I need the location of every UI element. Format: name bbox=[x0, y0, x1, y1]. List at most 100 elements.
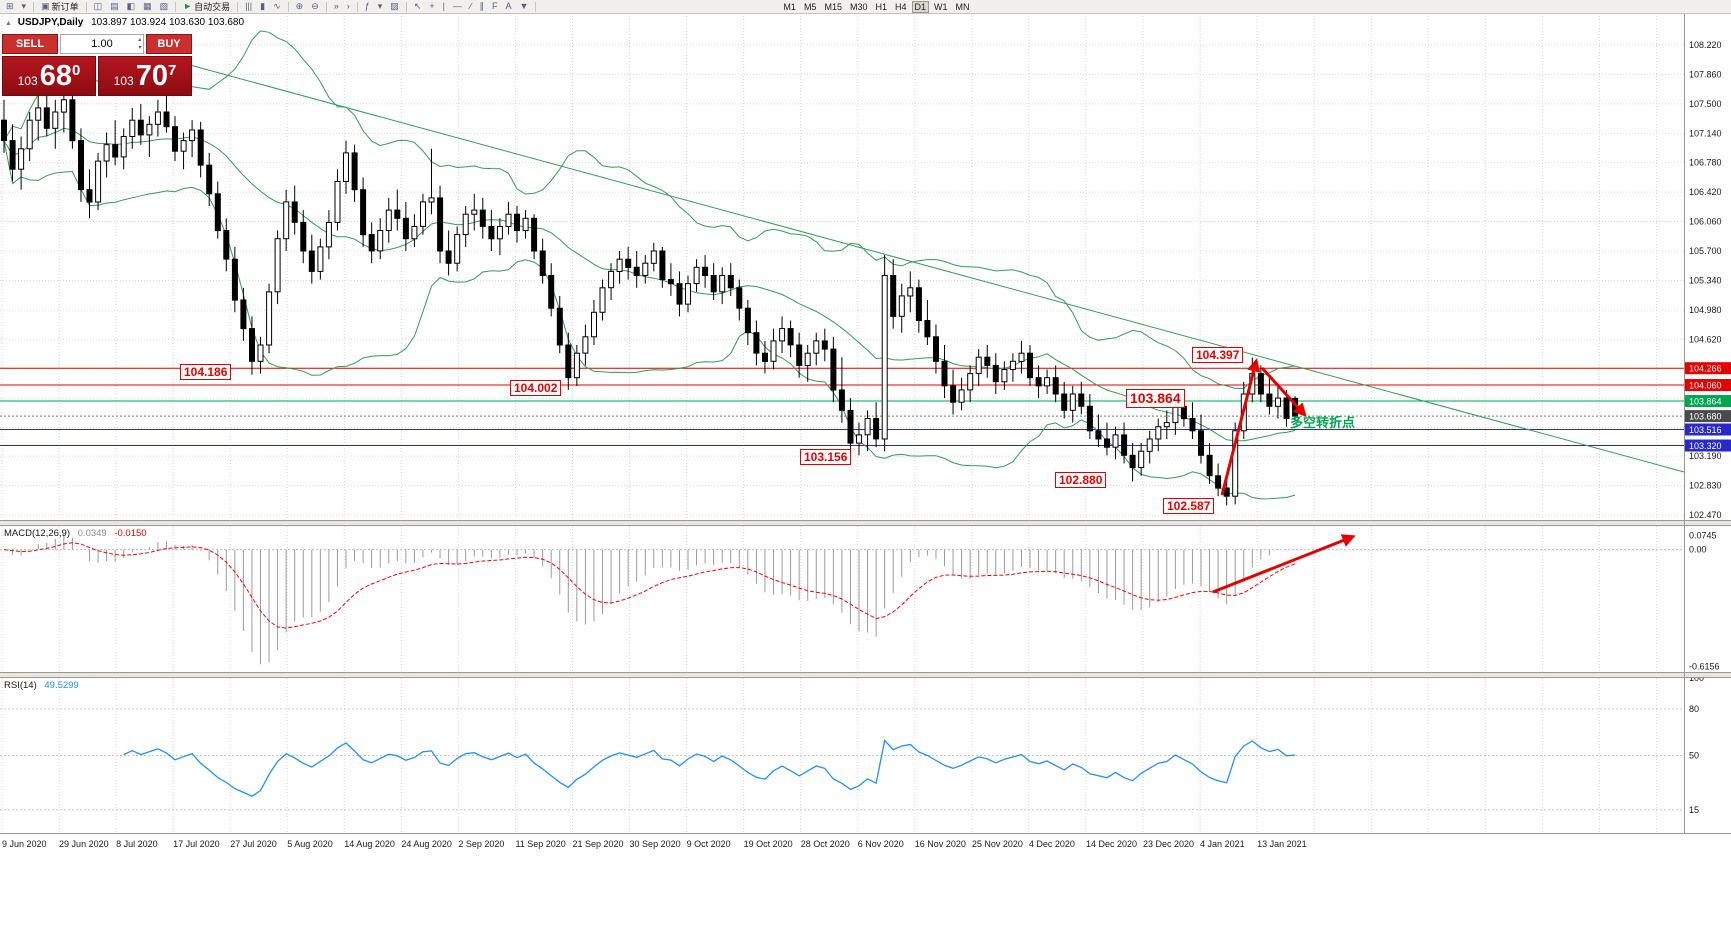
auto-trading-button[interactable]: ► 自动交易 bbox=[180, 1, 233, 13]
trend-arrow-down[interactable] bbox=[1260, 366, 1307, 417]
vertical-line-button[interactable]: | bbox=[440, 1, 448, 13]
price-axis[interactable]: 108.220 107.860 107.500 107.140 106.780 106.4… bbox=[1685, 40, 1731, 520]
zoom-out-button[interactable]: ⊖ bbox=[308, 1, 322, 13]
trade-prices-row: 103 68 0 103 70 7 bbox=[2, 56, 192, 96]
sell-price-display[interactable]: 103 68 0 bbox=[2, 56, 96, 96]
candle-body bbox=[633, 266, 640, 277]
navigator-button[interactable]: ◧ bbox=[124, 1, 139, 13]
tf-w1-button[interactable]: W1 bbox=[931, 1, 951, 13]
volume-value: 1.00 bbox=[91, 38, 113, 50]
periods-button[interactable]: ▾ bbox=[375, 1, 386, 13]
price-annotation-104.186[interactable]: 104.186 bbox=[180, 364, 232, 380]
price-annotation-102.587[interactable]: 102.587 bbox=[1163, 498, 1215, 514]
cursor-button[interactable]: ↖ bbox=[411, 1, 425, 13]
candle-body bbox=[881, 275, 888, 440]
price-annotation-104.002[interactable]: 104.002 bbox=[510, 380, 562, 396]
date-label: 11 Sep 2020 bbox=[515, 839, 565, 849]
candle-body bbox=[95, 160, 102, 203]
ohlc-values: 103.897 103.924 103.630 103.680 bbox=[91, 17, 245, 28]
toolbar-separator bbox=[405, 1, 407, 12]
chart-shift-button[interactable]: › bbox=[344, 1, 353, 13]
descending-trendline[interactable] bbox=[189, 64, 1685, 473]
panel-splitter[interactable] bbox=[0, 672, 1731, 678]
market-watch-button[interactable]: ◫ bbox=[91, 1, 106, 13]
fibonacci-button[interactable]: F bbox=[489, 1, 501, 13]
date-label: 13 Jan 2021 bbox=[1257, 839, 1307, 849]
candle-body bbox=[599, 287, 606, 313]
candle-body bbox=[531, 217, 538, 252]
candle-body bbox=[1189, 418, 1196, 432]
data-window-icon: ▤ bbox=[110, 1, 119, 11]
turning-point-annotation[interactable]: 多空转折点 bbox=[1290, 415, 1356, 430]
candle-body bbox=[223, 230, 230, 260]
buy-button[interactable]: BUY bbox=[146, 34, 192, 54]
volume-spinner[interactable]: ▴ ▾ bbox=[138, 36, 141, 52]
tf-m15-button[interactable]: M15 bbox=[821, 1, 845, 13]
candle-body bbox=[1035, 377, 1042, 387]
text-tool-button[interactable]: A bbox=[502, 1, 514, 13]
date-label: 2 Sep 2020 bbox=[458, 839, 504, 849]
new-order-button[interactable]: ▣ 新订单 bbox=[38, 1, 82, 13]
candle-body bbox=[1027, 352, 1033, 379]
auto-scroll-button[interactable]: » bbox=[331, 1, 342, 13]
bars-chart-button[interactable]: ||| bbox=[242, 1, 255, 13]
candle-body bbox=[43, 107, 50, 129]
buy-price-display[interactable]: 103 70 7 bbox=[98, 56, 192, 96]
volume-field[interactable]: 1.00 ▴ ▾ bbox=[60, 34, 144, 54]
candles-chart-button[interactable]: ▮ bbox=[257, 1, 268, 13]
sell-button[interactable]: SELL bbox=[2, 34, 58, 54]
data-window-button[interactable]: ▤ bbox=[107, 1, 122, 13]
candle-body bbox=[813, 340, 820, 354]
panel-splitter[interactable] bbox=[0, 520, 1731, 526]
candle-body bbox=[573, 352, 580, 379]
oneclick-collapse-icon[interactable]: ▲ bbox=[5, 20, 12, 27]
spinner-up-icon[interactable]: ▴ bbox=[137, 37, 141, 43]
macd-arrow[interactable] bbox=[1212, 534, 1356, 594]
tf-m1-button[interactable]: M1 bbox=[780, 1, 799, 13]
date-axis[interactable]: 9 Jun 2020 29 Jun 2020 8 Jul 2020 17 Jul 20… bbox=[2, 839, 1307, 849]
auto-scroll-icon: » bbox=[333, 1, 339, 11]
channel-button[interactable]: ∥ bbox=[476, 1, 487, 13]
price-annotation-104.397[interactable]: 104.397 bbox=[1192, 347, 1244, 363]
tf-m5-button[interactable]: M5 bbox=[801, 1, 820, 13]
crosshair-button[interactable]: + bbox=[426, 1, 437, 13]
candle-body bbox=[317, 246, 324, 272]
tf-h4-button[interactable]: H4 bbox=[892, 1, 910, 13]
tf-mn-button[interactable]: MN bbox=[953, 1, 973, 13]
strategy-tester-button[interactable]: ▧ bbox=[157, 1, 172, 13]
indicators-button[interactable]: ƒ bbox=[362, 1, 373, 13]
candle-body bbox=[1215, 475, 1222, 489]
channel-icon: ∥ bbox=[479, 1, 484, 11]
spinner-down-icon[interactable]: ▾ bbox=[137, 45, 141, 51]
price-annotation-103.864[interactable]: 103.864 bbox=[1126, 389, 1185, 408]
candle-body bbox=[137, 119, 144, 136]
macd-value: 0.0349 bbox=[77, 528, 107, 539]
price-axis-tick: 107.860 bbox=[1689, 69, 1722, 79]
candle-body bbox=[343, 152, 349, 182]
price-annotation-102.880[interactable]: 102.880 bbox=[1055, 472, 1107, 488]
price-tag bbox=[1685, 395, 1731, 408]
line-chart-button[interactable]: ∿ bbox=[270, 1, 284, 13]
templates-button[interactable]: ▨ bbox=[387, 1, 402, 13]
candle-body bbox=[676, 283, 683, 305]
tf-m30-button-label: M30 bbox=[849, 1, 868, 12]
sell-price-pip: 0 bbox=[71, 62, 81, 79]
terminal-button[interactable]: ▦ bbox=[140, 1, 155, 13]
zoom-out-icon: ⊖ bbox=[311, 1, 319, 11]
trade-buttons-row: SELL 1.00 ▴ ▾ BUY bbox=[2, 34, 192, 54]
trend-arrow-up[interactable] bbox=[1220, 358, 1261, 496]
candle-body bbox=[334, 181, 341, 223]
tf-d1-button[interactable]: D1 bbox=[911, 0, 930, 13]
arrows-tool-button[interactable]: ▼ bbox=[517, 1, 532, 13]
price-tag-label: 104.266 bbox=[1689, 364, 1722, 374]
tf-m30-button[interactable]: M30 bbox=[847, 1, 871, 13]
new-chart-button[interactable]: ⊞ bbox=[3, 1, 17, 13]
horizontal-line-button[interactable]: — bbox=[450, 1, 465, 13]
price-axis-tick: 106.420 bbox=[1689, 187, 1722, 197]
trendline-button[interactable]: ∕ bbox=[467, 1, 475, 13]
zoom-in-button[interactable]: ⊕ bbox=[293, 1, 307, 13]
candle-body bbox=[1018, 352, 1025, 362]
profiles-button[interactable]: ▾ bbox=[19, 1, 30, 13]
price-annotation-103.156[interactable]: 103.156 bbox=[800, 449, 852, 465]
tf-h1-button[interactable]: H1 bbox=[872, 1, 890, 13]
